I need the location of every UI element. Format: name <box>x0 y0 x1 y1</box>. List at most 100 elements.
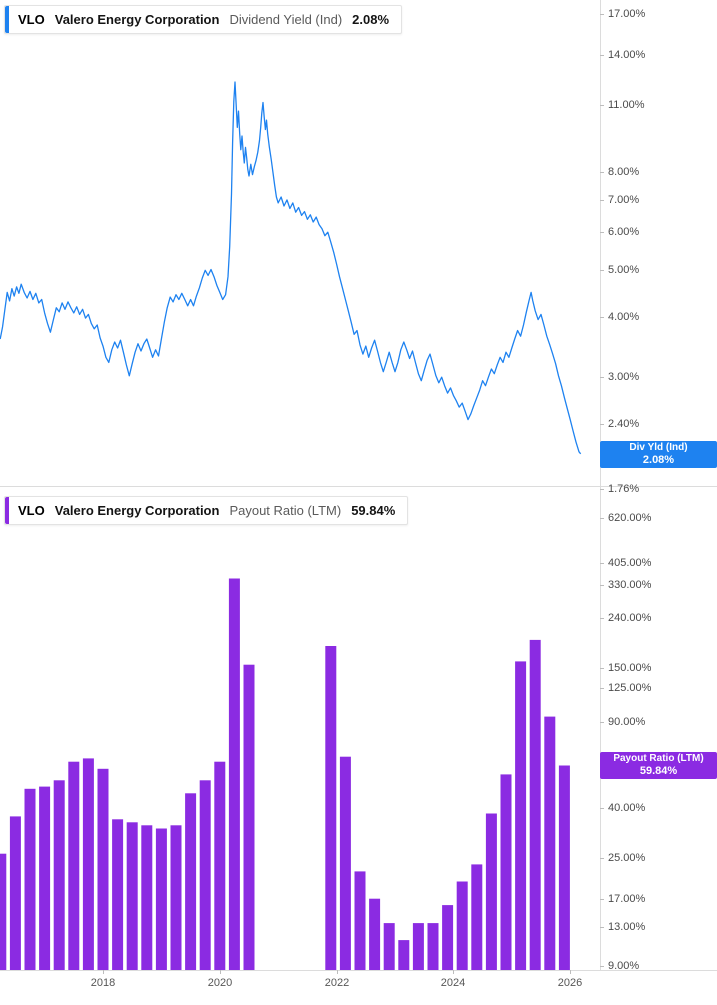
payout-ratio-bar[interactable] <box>243 664 255 970</box>
y-axis-tick-label: 8.00% <box>608 166 640 178</box>
y-axis-tick-label: 620.00% <box>608 512 652 524</box>
payout-ratio-bar[interactable] <box>141 825 153 970</box>
x-axis-year-label: 2018 <box>90 977 116 989</box>
payout-ratio-bar[interactable] <box>515 661 527 970</box>
dividend-yield-last-value-badge: Div Yld (Ind) 2.08% <box>600 441 717 468</box>
payout-ratio-bar[interactable] <box>39 786 51 970</box>
metric-name: Dividend Yield (Ind) <box>229 12 343 27</box>
payout-ratio-legend[interactable]: VLO Valero Energy Corporation Payout Rat… <box>4 496 409 525</box>
y-axis-tick <box>600 200 604 201</box>
payout-ratio-bar[interactable] <box>544 716 556 970</box>
y-axis-tick <box>600 966 604 967</box>
y-axis-tick <box>600 927 604 928</box>
payout-ratio-bar[interactable] <box>199 780 211 970</box>
dividend-yield-line[interactable] <box>0 81 582 455</box>
x-axis-tick <box>337 970 338 974</box>
y-axis-tick <box>600 688 604 689</box>
y-axis-tick-label: 13.00% <box>608 921 646 933</box>
payout-ratio-bar[interactable] <box>0 853 7 970</box>
y-axis-tick-label: 5.00% <box>608 264 640 276</box>
payout-ratio-bar[interactable] <box>529 639 541 970</box>
payout-ratio-bar-chart[interactable] <box>0 487 600 970</box>
payout-ratio-bar[interactable] <box>369 898 381 970</box>
company-name: Valero Energy Corporation <box>54 503 220 518</box>
y-axis-tick <box>600 899 604 900</box>
payout-ratio-bar[interactable] <box>558 765 570 971</box>
payout-ratio-bar[interactable] <box>412 923 424 970</box>
payout-ratio-bar[interactable] <box>500 774 512 970</box>
payout-ratio-bar[interactable] <box>485 813 497 971</box>
payout-ratio-bar[interactable] <box>126 822 138 970</box>
payout-ratio-bar[interactable] <box>383 923 395 970</box>
ticker-label: VLO <box>18 503 45 518</box>
metric-value: 2.08% <box>352 12 390 27</box>
y-axis-tick <box>600 14 604 15</box>
payout-ratio-bar[interactable] <box>228 578 240 971</box>
payout-ratio-bar[interactable] <box>97 768 109 970</box>
x-axis-year-label: 2020 <box>207 977 233 989</box>
payout-ratio-bar[interactable] <box>214 761 226 970</box>
payout-ratio-bar[interactable] <box>82 758 94 970</box>
y-axis-tick <box>600 105 604 106</box>
payout-ratio-last-value-badge: Payout Ratio (LTM) 59.84% <box>600 752 717 779</box>
y-axis-tick <box>600 55 604 56</box>
y-axis-tick-label: 11.00% <box>608 99 645 111</box>
company-name: Valero Energy Corporation <box>54 12 220 27</box>
badge-title: Div Yld (Ind) <box>629 441 688 453</box>
y-axis-tick <box>600 858 604 859</box>
dividend-yield-line-chart[interactable] <box>0 0 600 486</box>
legend-content: VLO Valero Energy Corporation Dividend Y… <box>9 6 401 33</box>
payout-ratio-bar[interactable] <box>155 828 167 971</box>
y-axis-tick <box>600 668 604 669</box>
x-axis-tick <box>103 970 104 974</box>
y-axis-tick-label: 9.00% <box>608 960 640 972</box>
legend-accent-bar <box>5 6 9 33</box>
payout-ratio-bar[interactable] <box>456 881 468 971</box>
y-axis-tick <box>600 489 604 490</box>
payout-ratio-bar[interactable] <box>68 761 80 970</box>
y-axis-tick-label: 6.00% <box>608 226 640 238</box>
y-axis-tick-label: 17.00% <box>608 8 646 20</box>
dividend-yield-legend[interactable]: VLO Valero Energy Corporation Dividend Y… <box>4 5 403 34</box>
metric-value: 59.84% <box>351 503 396 518</box>
badge-value: 2.08% <box>642 453 675 466</box>
payout-ratio-bar[interactable] <box>325 646 337 970</box>
x-axis-tick <box>220 970 221 974</box>
payout-ratio-bar[interactable] <box>9 816 21 970</box>
y-axis-tick-label: 17.00% <box>608 893 646 905</box>
x-axis-year-label: 2024 <box>440 977 466 989</box>
payout-ratio-bar[interactable] <box>398 940 410 970</box>
x-axis-tick <box>453 970 454 974</box>
payout-ratio-bar[interactable] <box>471 864 483 970</box>
y-axis-tick-label: 150.00% <box>608 662 652 674</box>
payout-ratio-bar[interactable] <box>354 871 366 970</box>
payout-ratio-bar[interactable] <box>112 819 124 970</box>
y-axis-tick-label: 2.40% <box>608 418 640 430</box>
payout-ratio-bar[interactable] <box>339 756 351 970</box>
payout-ratio-bar[interactable] <box>427 923 439 970</box>
badge-title: Payout Ratio (LTM) <box>613 752 704 764</box>
y-axis-tick-label: 4.00% <box>608 311 640 323</box>
x-axis-tick <box>570 970 571 974</box>
payout-ratio-bar[interactable] <box>442 905 454 970</box>
payout-ratio-bar[interactable] <box>170 825 182 970</box>
panel-divider <box>0 486 717 487</box>
y-axis-tick <box>600 808 604 809</box>
x-axis-year-label: 2022 <box>324 977 350 989</box>
y-axis-tick-label: 405.00% <box>608 557 652 569</box>
y-axis-tick-label: 7.00% <box>608 194 640 206</box>
y-axis-tick <box>600 722 604 723</box>
y-axis-tick <box>600 585 604 586</box>
y-axis-tick <box>600 518 604 519</box>
y-axis-tick <box>600 232 604 233</box>
y-axis-tick <box>600 563 604 564</box>
y-axis-tick-label: 14.00% <box>608 49 646 61</box>
metric-name: Payout Ratio (LTM) <box>229 503 342 518</box>
payout-ratio-bar[interactable] <box>185 793 197 970</box>
payout-ratio-bar[interactable] <box>53 780 65 970</box>
payout-ratio-bar[interactable] <box>24 788 36 970</box>
y-axis-tick <box>600 317 604 318</box>
y-axis-tick-label: 25.00% <box>608 852 646 864</box>
y-axis-line <box>600 0 601 970</box>
